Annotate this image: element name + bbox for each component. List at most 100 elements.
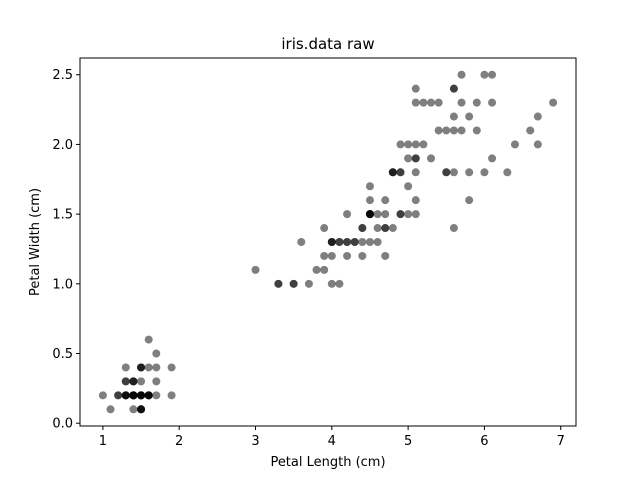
x-tick-label: 3 [251, 434, 259, 449]
data-point [320, 265, 329, 274]
y-tick-label: 0.5 [52, 347, 73, 362]
data-point [144, 335, 153, 344]
data-point [365, 196, 374, 205]
data-point [404, 140, 413, 149]
data-point [404, 182, 413, 191]
data-point [304, 279, 313, 288]
data-point [365, 238, 374, 246]
data-point [137, 391, 146, 400]
data-point [365, 182, 374, 191]
y-tick-label: 1.5 [52, 208, 73, 223]
data-point [381, 196, 390, 205]
chart-title: iris.data raw [281, 35, 374, 53]
plot-frame [79, 57, 577, 427]
data-point [419, 98, 428, 107]
data-point [388, 168, 397, 177]
y-axis-label: Petal Width (cm) [28, 188, 43, 296]
data-point [442, 126, 451, 135]
data-point [396, 210, 405, 219]
data-point [350, 238, 359, 246]
data-point [358, 251, 367, 260]
data-point [411, 154, 420, 163]
data-point [427, 154, 436, 163]
data-point [297, 238, 306, 246]
y-axis-ticks: 0.0 0.5 1.0 1.5 2.0 2.5 [52, 68, 80, 432]
data-point [335, 279, 344, 288]
data-point [404, 154, 413, 163]
points-layer [98, 70, 558, 414]
data-point [465, 168, 474, 177]
data-point [526, 126, 535, 135]
data-point [98, 391, 107, 400]
x-tick-label: 6 [480, 434, 488, 449]
data-point [121, 363, 130, 372]
data-point [457, 70, 466, 79]
data-point [457, 126, 466, 135]
data-point [457, 98, 466, 107]
data-point [343, 251, 352, 260]
data-point [427, 98, 436, 107]
data-point [320, 224, 329, 233]
data-point [137, 405, 146, 414]
data-point [373, 210, 382, 219]
data-point [503, 168, 512, 177]
y-tick-label: 0.0 [52, 417, 73, 432]
data-point [137, 363, 146, 372]
data-point [167, 363, 176, 372]
x-tick-label: 2 [175, 434, 183, 449]
data-point [472, 98, 481, 107]
data-point [167, 391, 176, 400]
data-point [152, 349, 161, 358]
x-tick-label: 5 [404, 434, 412, 449]
x-axis-label: Petal Length (cm) [270, 455, 385, 470]
data-point [381, 251, 390, 260]
y-tick-label: 2.5 [52, 68, 73, 83]
data-point [381, 210, 390, 219]
x-tick-label: 4 [328, 434, 336, 449]
data-point [320, 251, 329, 260]
data-point [396, 168, 405, 177]
data-point [449, 168, 458, 177]
data-point [114, 391, 123, 400]
data-point [449, 126, 458, 135]
data-point [411, 196, 420, 205]
data-point [510, 140, 519, 149]
data-point [343, 210, 352, 219]
data-point [381, 224, 390, 233]
data-point [129, 405, 138, 414]
data-point [465, 112, 474, 121]
data-point [327, 251, 336, 260]
data-point [343, 238, 352, 246]
data-point [442, 168, 451, 177]
data-point [488, 98, 497, 107]
data-point [129, 377, 138, 386]
y-tick-label: 1.0 [52, 277, 73, 292]
data-point [358, 238, 367, 246]
x-tick-label: 7 [557, 434, 565, 449]
data-point [106, 405, 115, 414]
data-point [152, 391, 161, 400]
data-point [396, 140, 405, 149]
data-point [411, 98, 420, 107]
data-point [449, 224, 458, 233]
data-point [274, 279, 283, 288]
data-point [411, 84, 420, 93]
data-point [533, 140, 542, 149]
data-point [404, 210, 413, 219]
data-point [121, 391, 130, 400]
data-point [533, 112, 542, 121]
data-point [388, 224, 397, 233]
data-point [488, 154, 497, 163]
data-point [411, 140, 420, 149]
data-point [358, 224, 367, 233]
data-point [129, 391, 138, 400]
data-point [335, 238, 344, 246]
data-point [419, 140, 428, 149]
data-point [137, 377, 146, 386]
data-point [144, 391, 153, 400]
x-tick-label: 1 [99, 434, 107, 449]
data-point [289, 279, 298, 288]
data-point [549, 98, 558, 107]
